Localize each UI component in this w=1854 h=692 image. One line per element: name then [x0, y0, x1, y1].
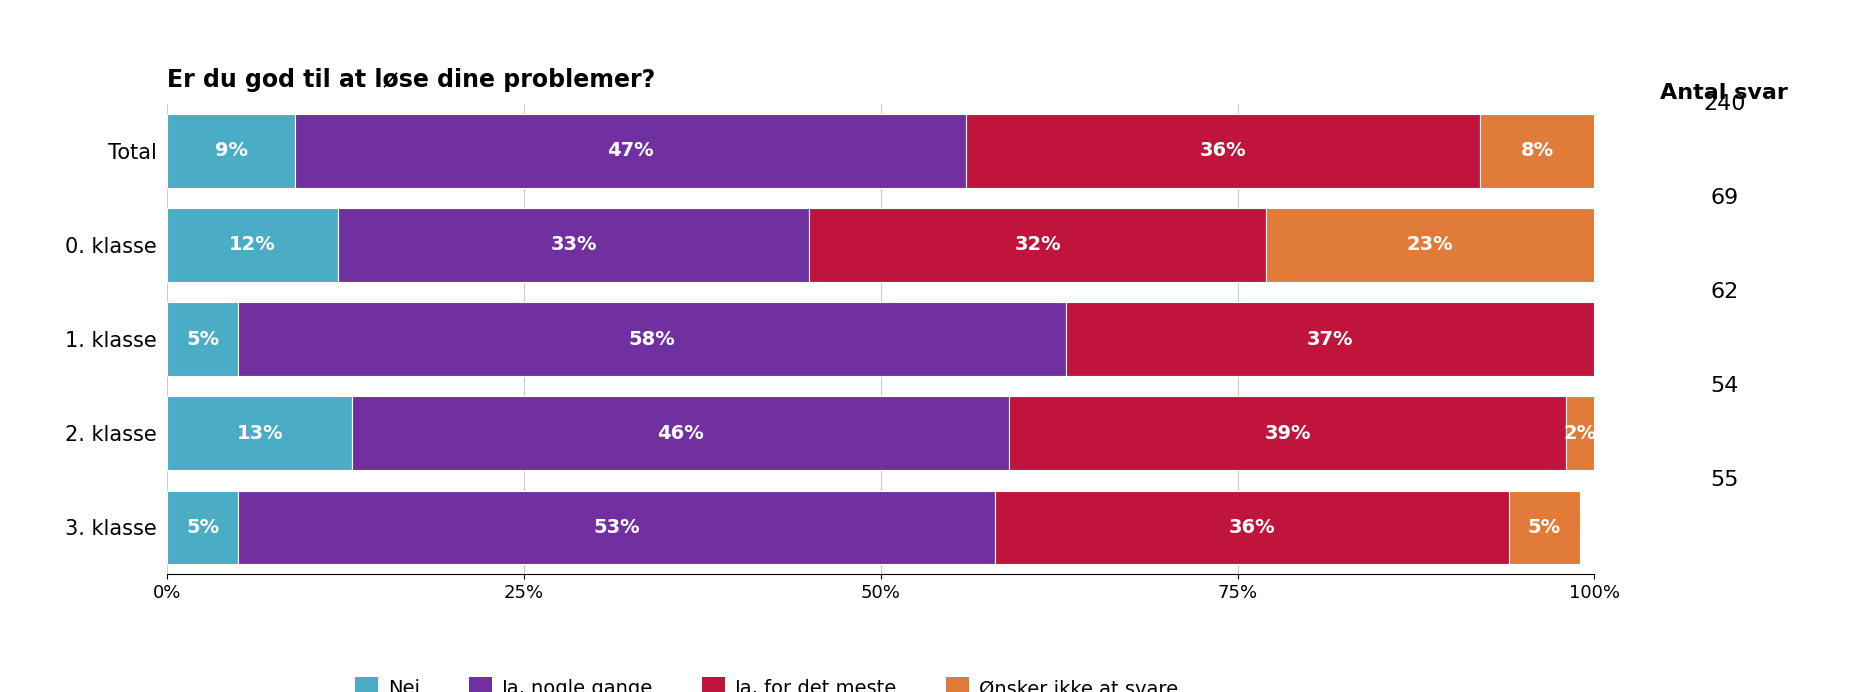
Bar [1479, 114, 1594, 188]
Bar [1266, 208, 1594, 282]
Bar [1567, 397, 1594, 470]
Bar [167, 302, 237, 376]
Text: 36%: 36% [1200, 141, 1246, 161]
Bar [237, 302, 1066, 376]
Bar [1066, 302, 1594, 376]
Text: 5%: 5% [1528, 518, 1561, 537]
Text: 23%: 23% [1407, 235, 1454, 255]
Bar [167, 208, 337, 282]
Text: 5%: 5% [185, 518, 219, 537]
Text: 37%: 37% [1307, 329, 1353, 349]
Bar [1509, 491, 1580, 564]
Text: 55: 55 [1709, 471, 1739, 490]
Text: Er du god til at løse dine problemer?: Er du god til at løse dine problemer? [167, 68, 654, 92]
Text: 36%: 36% [1229, 518, 1276, 537]
Text: 5%: 5% [185, 329, 219, 349]
Bar [167, 114, 295, 188]
Text: 46%: 46% [658, 424, 705, 443]
Text: 13%: 13% [235, 424, 284, 443]
Legend: Nej, Ja, nogle gange, Ja, for det meste, Ønsker ikke at svare: Nej, Ja, nogle gange, Ja, for det meste,… [347, 668, 1185, 692]
Bar [167, 397, 352, 470]
Text: 62: 62 [1709, 282, 1739, 302]
Text: 240: 240 [1704, 94, 1745, 113]
Text: 47%: 47% [608, 141, 654, 161]
Bar [1009, 397, 1567, 470]
Text: 9%: 9% [215, 141, 248, 161]
Bar [337, 208, 808, 282]
Text: 58%: 58% [629, 329, 675, 349]
Text: 32%: 32% [1014, 235, 1060, 255]
Bar [996, 491, 1509, 564]
Text: Antal svar: Antal svar [1661, 83, 1787, 103]
Text: 69: 69 [1709, 188, 1739, 208]
Bar [167, 491, 237, 564]
Text: 33%: 33% [551, 235, 597, 255]
Text: 53%: 53% [593, 518, 640, 537]
Text: 8%: 8% [1520, 141, 1554, 161]
Text: 39%: 39% [1264, 424, 1311, 443]
Text: 54: 54 [1709, 376, 1739, 396]
Bar [808, 208, 1266, 282]
Bar [237, 491, 996, 564]
Text: 2%: 2% [1563, 424, 1596, 443]
Bar [295, 114, 966, 188]
Text: 12%: 12% [230, 235, 276, 255]
Bar [352, 397, 1009, 470]
Bar [966, 114, 1479, 188]
